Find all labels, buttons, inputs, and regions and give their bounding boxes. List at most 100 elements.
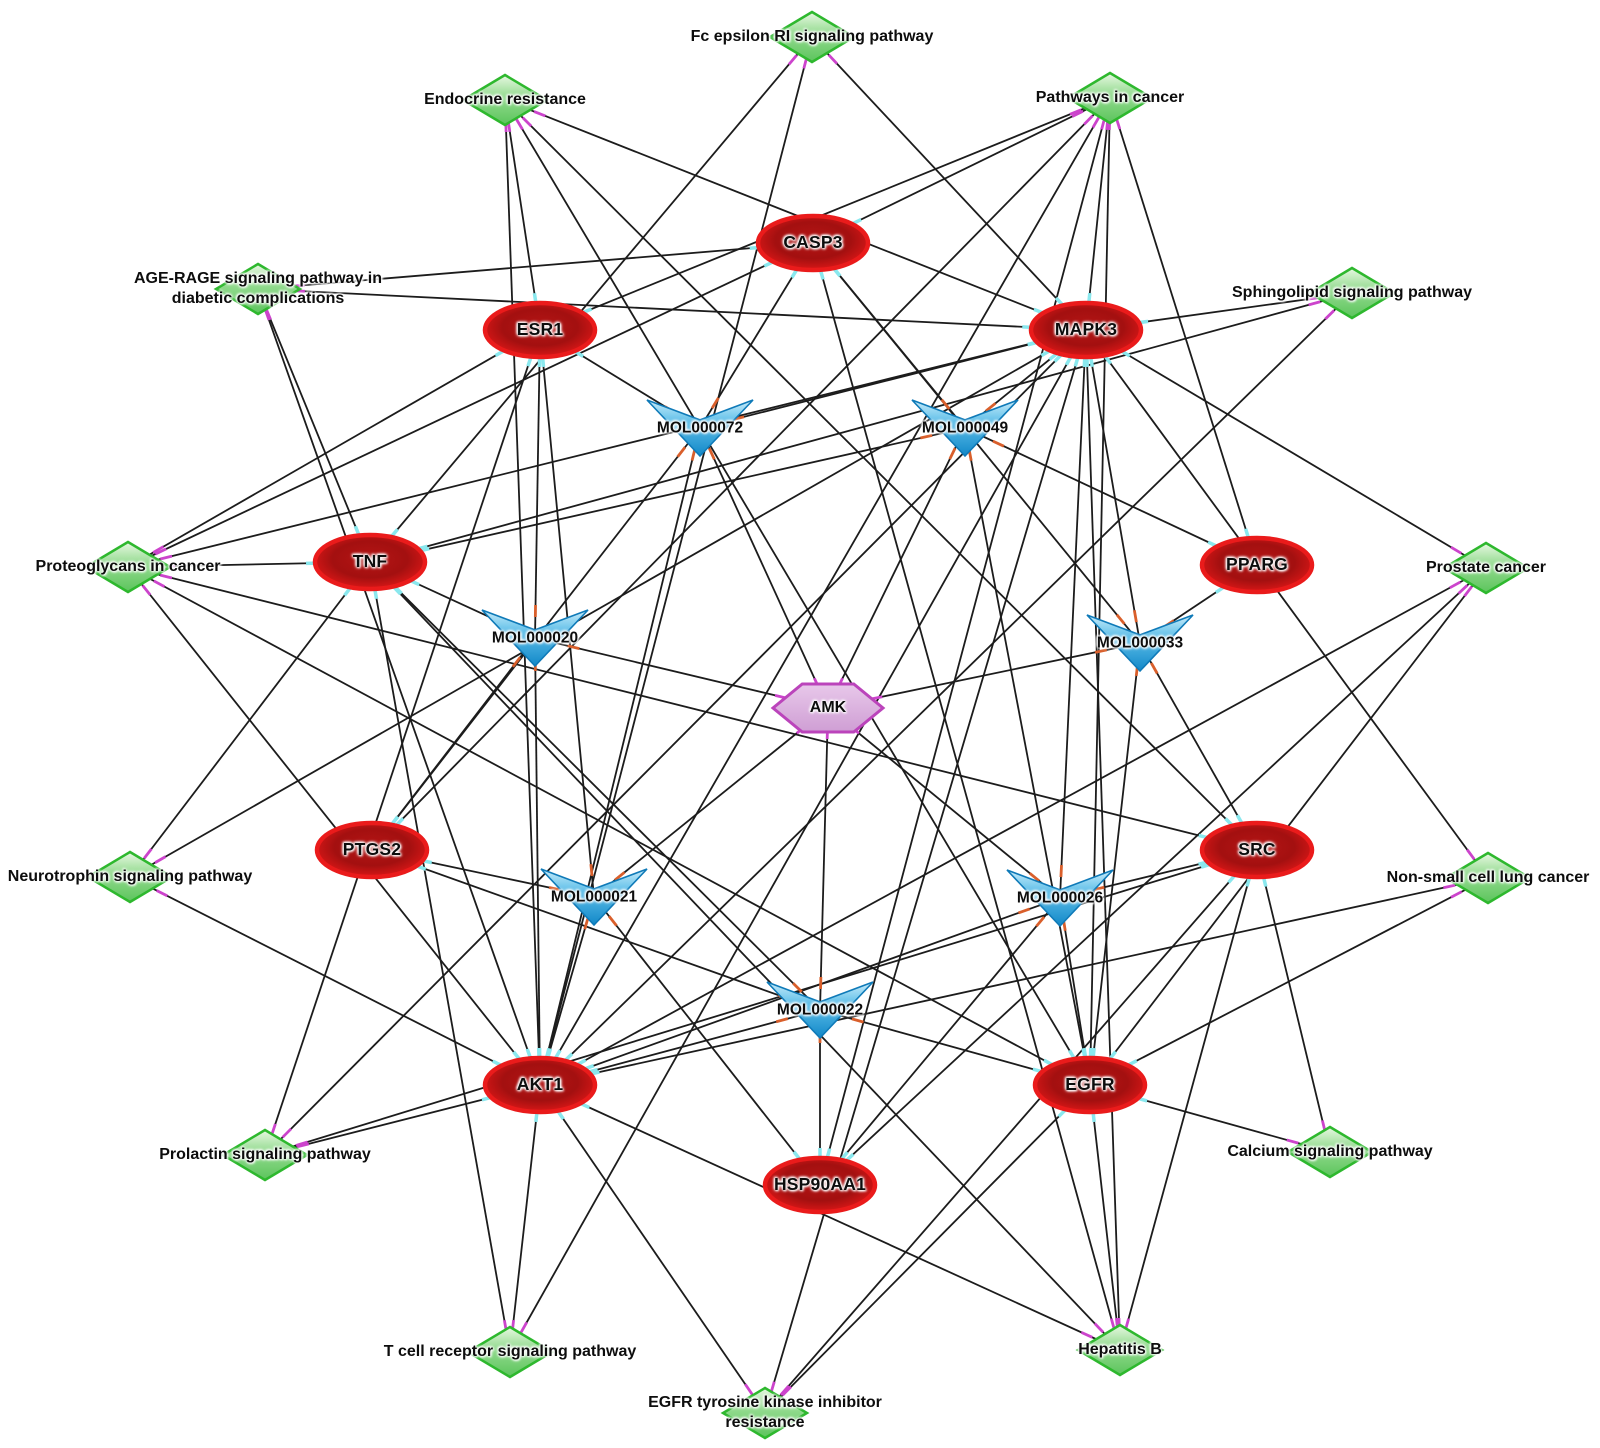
edge-nsclc-mapk3: [1085, 329, 1489, 879]
node-pathway-prostate: Prostate cancer: [1426, 541, 1546, 595]
molecule-vee-icon: [1006, 869, 1114, 928]
edge-proteoglycans-casp3: [127, 242, 814, 568]
edge-anchor-tick: [1449, 580, 1461, 590]
node-molecule-mol22: MOL000022: [766, 981, 874, 1040]
node-gene-akt1: AKT1: [482, 1055, 598, 1115]
herb-hexagon-icon: [770, 682, 886, 734]
pathway-diamond-icon: [465, 1325, 555, 1379]
edge-prolactin-src: [264, 849, 1258, 1156]
gene-ellipse-icon: [482, 300, 598, 360]
pathway-diamond-icon: [213, 262, 303, 316]
molecule-vee-icon: [766, 981, 874, 1040]
edge-nsclc-akt1: [539, 877, 1489, 1086]
edge-anchor-tick: [141, 584, 152, 596]
pathway-diamond-icon: [720, 1386, 810, 1440]
edge-age_rage-akt1: [257, 288, 541, 1086]
edge-proteoglycans-mapk3: [127, 329, 1087, 568]
edge-proteoglycans-esr1: [127, 329, 541, 568]
edge-anchor-tick: [519, 1321, 528, 1334]
edge-anchor-tick: [521, 116, 533, 128]
edge-calcium-src: [1256, 849, 1331, 1153]
edge-anchor-tick: [1083, 114, 1094, 126]
edge-endocrine-esr1: [504, 99, 541, 331]
edge-endocrine-egfr: [504, 99, 1091, 1086]
edge-anchor-tick: [583, 917, 590, 930]
edge-anchor-tick: [1094, 648, 1108, 654]
edge-mol28-mapk3: [1059, 329, 1087, 899]
edge-anchor-tick: [787, 54, 798, 66]
node-pathway-neurotrophin: Neurotrophin signaling pathway: [8, 850, 252, 904]
edge-anchor-tick: [851, 1017, 864, 1024]
pathway-diamond-icon: [1441, 541, 1531, 595]
edge-anchor-tick: [154, 855, 167, 864]
pathway-diamond-icon: [83, 540, 173, 594]
edge-hepatitis_b-egfr: [1089, 1084, 1121, 1351]
gene-ellipse-icon: [314, 820, 430, 880]
gene-ellipse-icon: [762, 1155, 878, 1215]
edge-neurotrophin-tnf: [129, 561, 371, 878]
edge-mol33-mapk3: [1085, 329, 1141, 644]
edge-anchor-tick: [1443, 883, 1456, 890]
edge-anchor-tick: [264, 308, 272, 321]
edge-anchor-tick: [1115, 613, 1126, 625]
edge-anchor-tick: [152, 545, 165, 554]
node-pathway-prolactin: Prolactin signaling pathway: [159, 1128, 371, 1182]
edge-amk-mol28: [827, 707, 1061, 899]
edge-anchor-tick: [1324, 309, 1335, 320]
node-gene-hsp90aa1: HSP90AA1: [762, 1155, 878, 1215]
edge-pathways_cancer-egfr: [1089, 97, 1111, 1086]
edge-mol72-akt1: [539, 427, 701, 1086]
edge-proteoglycans-egfr: [127, 566, 1091, 1086]
pathway-diamond-icon: [1443, 851, 1533, 905]
edge-anchor-tick: [1450, 890, 1463, 899]
edge-neurotrophin-mapk3: [129, 329, 1087, 878]
node-molecule-mol21: MOL000021: [540, 868, 648, 927]
gene-ellipse-icon: [482, 1055, 598, 1115]
pathway-diamond-icon: [1065, 71, 1155, 125]
node-pathway-pathways_cancer: Pathways in cancer: [1036, 71, 1184, 125]
edge-egfr_tki-egfr: [764, 1084, 1091, 1414]
molecule-vee-icon: [481, 609, 589, 668]
edge-anchor-tick: [1069, 108, 1082, 116]
edge-anchor-tick: [1286, 1138, 1299, 1145]
node-gene-esr1: ESR1: [482, 300, 598, 360]
molecule-vee-icon: [540, 868, 648, 927]
node-gene-egfr: EGFR: [1032, 1055, 1148, 1115]
edge-anchor-tick: [676, 446, 687, 458]
edge-mol21-esr1: [539, 329, 595, 898]
edge-anchor-tick: [1093, 1322, 1105, 1334]
node-pathway-age_rage: AGE-RAGE signaling pathway in diabetic c…: [134, 262, 382, 316]
node-molecule-mol49: MOL000049: [911, 399, 1019, 458]
edge-anchor-tick: [992, 439, 1005, 448]
edge-anchor-tick: [779, 1384, 790, 1396]
gene-ellipse-icon: [1032, 1055, 1148, 1115]
edge-proteoglycans-src: [127, 566, 1258, 851]
edge-pathways_cancer-esr1: [539, 97, 1111, 331]
node-pathway-hepatitis_b: Hepatitis B: [1075, 1323, 1165, 1377]
edge-anchor-tick: [1080, 1331, 1093, 1339]
edge-sphingolipid-akt1: [539, 292, 1353, 1086]
edge-prostate-mapk3: [1085, 329, 1487, 569]
edge-tcell-akt1: [509, 1084, 541, 1353]
edge-mol20-akt1: [534, 637, 541, 1086]
node-molecule-mol28: MOL000026: [1006, 869, 1114, 928]
edge-anchor-tick: [744, 1383, 754, 1395]
edge-hepatitis_b-tnf: [369, 561, 1121, 1351]
edge-anchor-tick: [515, 118, 524, 131]
edge-amk-mol72: [699, 427, 829, 709]
edge-anchor-tick: [1457, 584, 1469, 595]
node-molecule-mol33: MOL000033: [1086, 614, 1194, 673]
edge-anchor-tick: [143, 848, 153, 860]
edge-anchor-tick: [1450, 545, 1463, 555]
node-molecule-mol20: MOL000020: [481, 609, 589, 668]
gene-ellipse-icon: [1028, 300, 1144, 360]
edge-mol20-esr1: [534, 329, 541, 639]
node-molecule-mol72: MOL000072: [646, 399, 754, 458]
edge-mol49-egfr: [964, 427, 1091, 1086]
edge-anchor-tick: [827, 53, 838, 65]
edge-mol20-ptgs2: [371, 637, 536, 851]
node-gene-tnf: TNF: [312, 532, 428, 592]
edge-anchor-tick: [1466, 848, 1476, 861]
edge-fc_epsilon-mapk3: [811, 36, 1087, 331]
edge-tcell-tnf: [369, 561, 511, 1353]
